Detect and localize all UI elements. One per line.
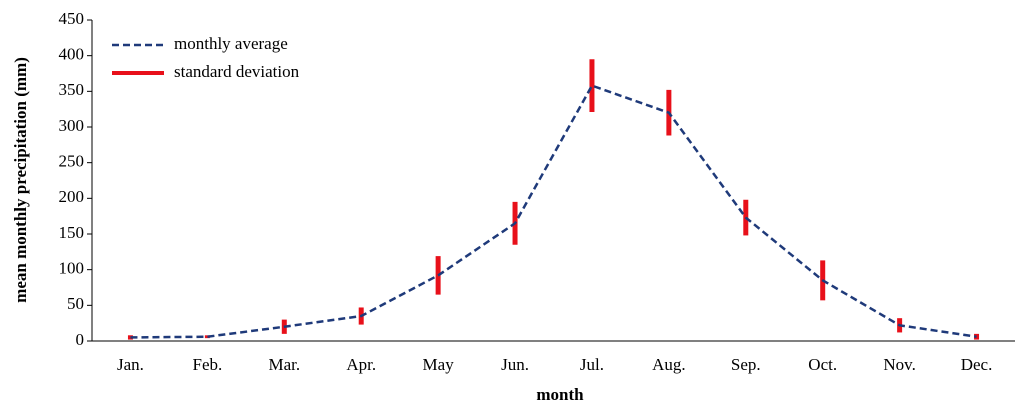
x-tick-label: Apr. — [346, 355, 376, 374]
y-tick-label: 350 — [59, 80, 85, 99]
x-tick-label: Nov. — [883, 355, 915, 374]
x-tick-label: Mar. — [268, 355, 300, 374]
x-tick-label: Jun. — [501, 355, 529, 374]
x-axis-label: month — [536, 385, 584, 404]
x-tick-label: Feb. — [193, 355, 223, 374]
y-tick-label: 300 — [59, 116, 85, 135]
y-tick-label: 0 — [76, 330, 85, 349]
y-tick-label: 200 — [59, 187, 85, 206]
y-tick-label: 400 — [59, 45, 85, 64]
x-tick-label: Oct. — [808, 355, 837, 374]
legend-label: monthly average — [174, 34, 288, 53]
data-line — [130, 84, 977, 339]
y-tick-label: 250 — [59, 152, 85, 171]
x-tick-label: Dec. — [961, 355, 993, 374]
x-tick-label: Sep. — [731, 355, 761, 374]
y-axis-label: mean monthly precipitation (mm) — [11, 57, 30, 303]
x-tick-label: Aug. — [652, 355, 686, 374]
y-tick-label: 100 — [59, 259, 85, 278]
x-tick-label: Jul. — [580, 355, 604, 374]
y-tick-label: 450 — [59, 9, 85, 28]
x-tick-label: May — [423, 355, 455, 374]
x-tick-label: Jan. — [117, 355, 144, 374]
y-tick-label: 150 — [59, 223, 85, 242]
legend-label: standard deviation — [174, 62, 300, 81]
y-tick-label: 50 — [67, 294, 84, 313]
